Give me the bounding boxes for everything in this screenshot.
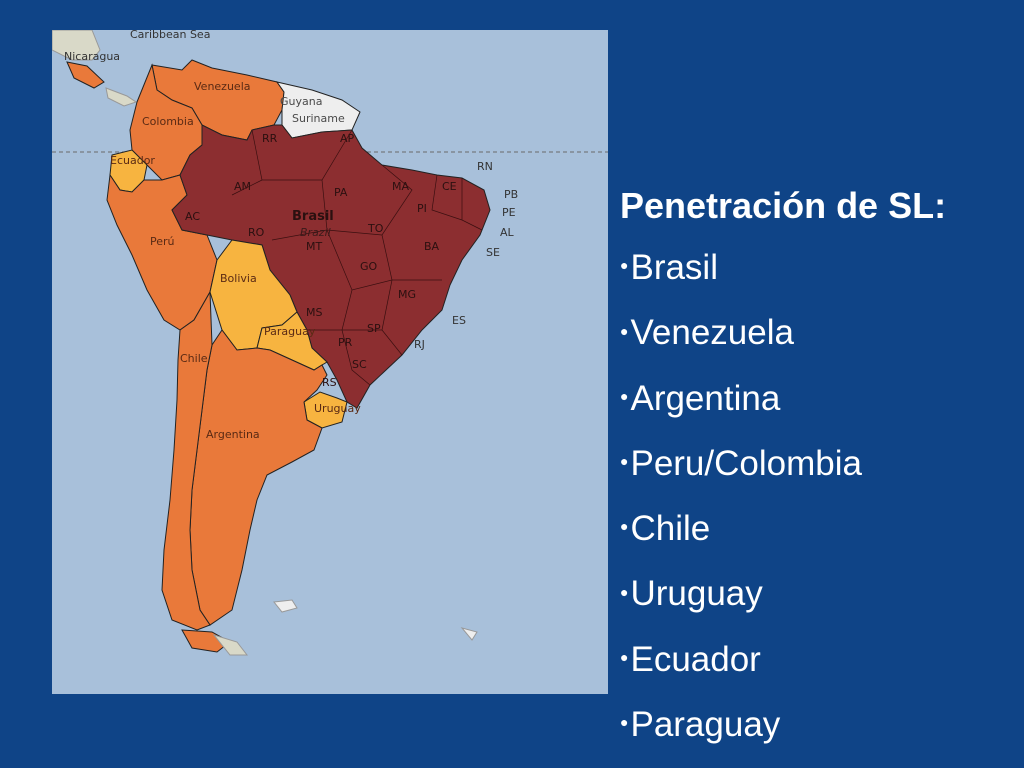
country-list-item-label: Ecuador xyxy=(630,639,761,679)
brasil-state-borders xyxy=(231,129,483,386)
guyana-label: Guyana xyxy=(280,95,322,108)
country-list-item-label: Venezuela xyxy=(630,313,794,353)
state-label-rj: RJ xyxy=(414,338,425,351)
suriname-label: Suriname xyxy=(292,112,345,125)
chile-region xyxy=(161,290,213,631)
brazil-label: Brazil xyxy=(300,226,331,239)
colombia-label: Colombia xyxy=(142,115,194,128)
guyana-suriname-region xyxy=(275,81,361,139)
state-label-al: AL xyxy=(500,226,515,239)
state-label-se: SE xyxy=(486,246,500,259)
peru-region xyxy=(106,173,218,331)
argentina-region xyxy=(189,329,328,626)
bullet-icon: ● xyxy=(620,583,629,600)
state-label-pe: PE xyxy=(502,206,516,219)
country-list-item-label: Peru/Colombia xyxy=(630,443,862,483)
tierra-del-fuego-land xyxy=(212,634,249,656)
country-list-item-label: Paraguay xyxy=(630,704,781,744)
state-label-es: ES xyxy=(452,314,466,327)
argentina-label: Argentina xyxy=(206,428,260,441)
bullet-icon: ● xyxy=(620,322,629,339)
south-america-map: Caribbean Sea Nicaragua Venezuela Guyana… xyxy=(52,30,608,694)
country-list-item: ●Ecuador xyxy=(620,628,1020,693)
bolivia-label: Bolivia xyxy=(220,272,257,285)
state-label-rs: RS xyxy=(322,376,337,389)
falklands-land xyxy=(273,599,298,613)
chile-label: Chile xyxy=(180,352,208,365)
uruguay-label: Uruguay xyxy=(314,402,361,415)
ecuador-label: Ecuador xyxy=(110,154,155,167)
state-label-ap: AP xyxy=(340,132,355,145)
state-label-mt: MT xyxy=(306,240,322,253)
caribbean-sea-label: Caribbean Sea xyxy=(130,30,210,41)
bullet-icon: ● xyxy=(620,714,629,730)
bullet-icon: ● xyxy=(620,387,629,404)
nicaragua-region xyxy=(66,61,105,89)
state-label-ac: AC xyxy=(185,210,200,223)
country-list: ●Brasil ●Venezuela ●Argentina ●Peru/Colombi… xyxy=(620,236,1020,758)
venezuela-label: Venezuela xyxy=(194,80,251,93)
map-canvas: Caribbean Sea Nicaragua Venezuela Guyana… xyxy=(52,30,608,656)
state-label-sc: SC xyxy=(352,358,367,371)
country-list-item-label: Uruguay xyxy=(630,574,763,614)
country-list-item-label: Brasil xyxy=(630,248,718,287)
country-list-item: ●Paraguay xyxy=(620,693,1020,758)
state-label-to: TO xyxy=(367,222,384,235)
country-list-item: ●Brasil xyxy=(620,236,1020,301)
state-label-pi: PI xyxy=(417,202,427,215)
country-list-item: ●Peru/Colombia xyxy=(620,432,1020,497)
state-label-ro: RO xyxy=(248,226,265,239)
bullet-icon: ● xyxy=(620,257,629,274)
brasil-label: Brasil xyxy=(292,209,334,224)
bullet-icon: ● xyxy=(620,518,629,535)
panel-heading: Penetración de SL: xyxy=(620,185,947,226)
state-label-ma: MA xyxy=(392,180,409,193)
south-georgia-land xyxy=(460,627,478,641)
paraguay-label: Paraguay xyxy=(264,325,316,338)
bullet-icon: ● xyxy=(620,648,629,665)
country-list-item: ●Argentina xyxy=(620,367,1020,432)
state-label-am: AM xyxy=(234,180,251,193)
peru-label: Perú xyxy=(150,235,175,248)
legend-panel: Penetración de SL: ●Brasil ●Venezuela ●Arg… xyxy=(620,184,1020,758)
state-label-rr: RR xyxy=(262,132,278,145)
state-label-go: GO xyxy=(360,260,378,273)
state-label-ms: MS xyxy=(306,306,322,319)
state-label-ba: BA xyxy=(424,240,440,253)
country-list-item: ●Uruguay xyxy=(620,562,1020,627)
state-label-pa: PA xyxy=(334,186,348,199)
state-label-ce: CE xyxy=(442,180,457,193)
central-america-land xyxy=(52,30,101,61)
country-list-item: ●Chile xyxy=(620,497,1020,562)
panama-land xyxy=(105,87,138,107)
nicaragua-label: Nicaragua xyxy=(64,50,120,63)
country-list-item: ●Venezuela xyxy=(620,301,1020,366)
state-label-sp: SP xyxy=(367,322,381,335)
country-list-item-label: Chile xyxy=(630,509,711,548)
country-list-item-label: Argentina xyxy=(630,378,781,418)
state-label-mg: MG xyxy=(398,288,416,301)
state-label-pb: PB xyxy=(504,188,518,201)
brasil-region xyxy=(171,124,491,409)
state-label-rn: RN xyxy=(477,160,493,173)
bullet-icon: ● xyxy=(620,453,629,469)
state-label-pr: PR xyxy=(338,336,353,349)
